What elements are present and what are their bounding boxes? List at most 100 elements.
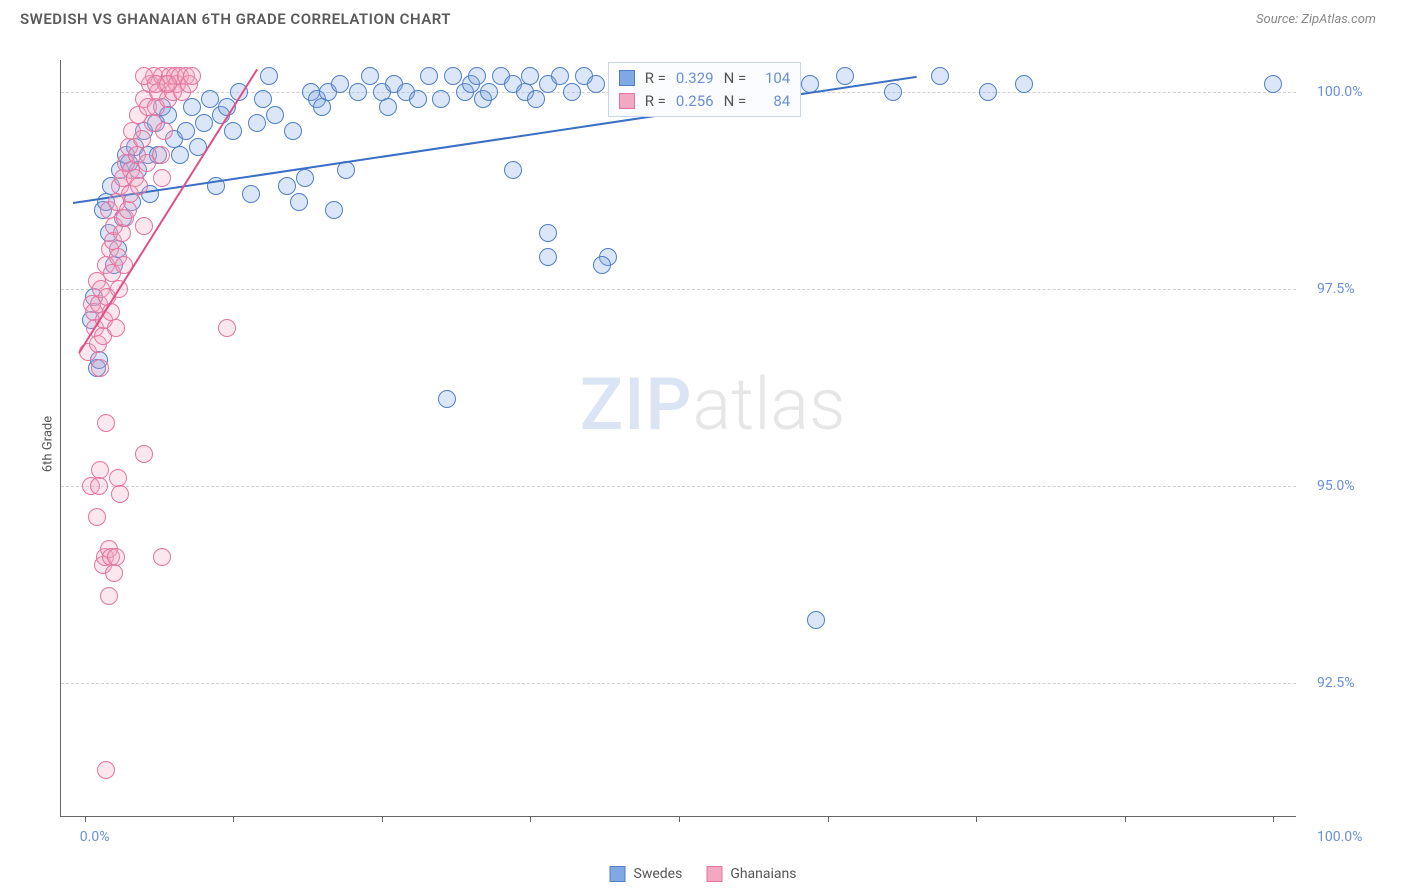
- x-tick: [679, 816, 680, 822]
- scatter-point: [97, 761, 115, 779]
- scatter-point: [349, 83, 367, 101]
- scatter-point: [130, 177, 148, 195]
- scatter-point: [979, 83, 997, 101]
- x-min-label: 0.0%: [80, 829, 110, 845]
- chart-source: Source: ZipAtlas.com: [1256, 12, 1376, 27]
- watermark: ZIPatlas: [580, 362, 846, 447]
- scatter-point: [313, 98, 331, 116]
- scatter-point: [480, 83, 498, 101]
- y-tick-label: 97.5%: [1317, 281, 1355, 297]
- scatter-point: [100, 587, 118, 605]
- scatter-point: [218, 319, 236, 337]
- scatter-point: [884, 83, 902, 101]
- scatter-point: [468, 67, 486, 85]
- y-axis-label: 6th Grade: [41, 415, 56, 471]
- stats-n-value: 104: [756, 67, 790, 90]
- scatter-point: [361, 67, 379, 85]
- scatter-point: [183, 98, 201, 116]
- x-tick: [530, 816, 531, 822]
- stats-row: R = 0.329 N = 104: [619, 67, 791, 90]
- scatter-point: [931, 67, 949, 85]
- stats-r-label: R =: [645, 67, 666, 90]
- chart-container: 6th Grade ZIPatlas 92.5%95.0%97.5%100.0%…: [20, 40, 1386, 847]
- scatter-point: [284, 122, 302, 140]
- gridline: [61, 486, 1296, 487]
- scatter-point: [195, 114, 213, 132]
- scatter-point: [183, 67, 201, 85]
- x-tick: [976, 816, 977, 822]
- stats-n-label: N =: [724, 67, 747, 90]
- x-tick: [1125, 816, 1126, 822]
- legend-swatch: [610, 866, 626, 882]
- scatter-point: [504, 161, 522, 179]
- scatter-point: [153, 548, 171, 566]
- chart-header: SWEDISH VS GHANAIAN 6TH GRADE CORRELATIO…: [0, 0, 1406, 32]
- scatter-point: [153, 169, 171, 187]
- scatter-point: [177, 122, 195, 140]
- stats-swatch: [619, 93, 635, 109]
- scatter-point: [155, 122, 173, 140]
- scatter-point: [527, 90, 545, 108]
- scatter-point: [152, 146, 170, 164]
- gridline: [61, 683, 1296, 684]
- y-tick-label: 100.0%: [1317, 84, 1362, 100]
- stats-row: R = 0.256 N = 84: [619, 90, 791, 113]
- scatter-point: [248, 114, 266, 132]
- scatter-point: [97, 414, 115, 432]
- scatter-point: [107, 548, 125, 566]
- stats-n-value: 84: [756, 90, 790, 113]
- stats-r-label: R =: [645, 90, 666, 113]
- chart-title: SWEDISH VS GHANAIAN 6TH GRADE CORRELATIO…: [20, 10, 451, 28]
- scatter-point: [113, 224, 131, 242]
- scatter-point: [551, 67, 569, 85]
- scatter-point: [539, 248, 557, 266]
- x-tick: [233, 816, 234, 822]
- scatter-point: [254, 90, 272, 108]
- scatter-point: [266, 106, 284, 124]
- legend-item: Swedes: [610, 866, 683, 882]
- scatter-point: [135, 217, 153, 235]
- scatter-point: [438, 390, 456, 408]
- x-tick: [382, 816, 383, 822]
- scatter-point: [420, 67, 438, 85]
- scatter-point: [105, 564, 123, 582]
- x-tick: [85, 816, 86, 822]
- stats-r-value: 0.329: [676, 67, 714, 90]
- scatter-point: [242, 185, 260, 203]
- stats-r-value: 0.256: [676, 90, 714, 113]
- stats-n-label: N =: [724, 90, 747, 113]
- scatter-point: [1264, 75, 1282, 93]
- x-max-label: 100.0%: [1317, 829, 1362, 845]
- scatter-point: [88, 508, 106, 526]
- stats-swatch: [619, 70, 635, 86]
- scatter-point: [111, 485, 129, 503]
- legend-label: Ghanaians: [730, 866, 796, 882]
- scatter-point: [133, 130, 151, 148]
- scatter-point: [159, 75, 177, 93]
- scatter-point: [325, 201, 343, 219]
- x-tick: [828, 816, 829, 822]
- gridline: [61, 289, 1296, 290]
- x-tick: [1273, 816, 1274, 822]
- scatter-point: [119, 201, 137, 219]
- bottom-legend: Swedes Ghanaians: [610, 866, 797, 882]
- scatter-point: [224, 122, 242, 140]
- scatter-point: [296, 169, 314, 187]
- legend-swatch: [706, 866, 722, 882]
- scatter-point: [379, 98, 397, 116]
- scatter-point: [432, 90, 450, 108]
- scatter-point: [593, 256, 611, 274]
- scatter-point: [90, 477, 108, 495]
- legend-item: Ghanaians: [706, 866, 796, 882]
- scatter-point: [278, 177, 296, 195]
- stats-legend: R = 0.329 N = 104 R = 0.256 N = 84: [608, 62, 802, 117]
- scatter-point: [444, 67, 462, 85]
- scatter-point: [107, 319, 125, 337]
- scatter-point: [135, 445, 153, 463]
- scatter-point: [1015, 75, 1033, 93]
- scatter-point: [521, 67, 539, 85]
- scatter-point: [836, 67, 854, 85]
- scatter-point: [409, 90, 427, 108]
- y-tick-label: 95.0%: [1317, 478, 1355, 494]
- scatter-point: [91, 359, 109, 377]
